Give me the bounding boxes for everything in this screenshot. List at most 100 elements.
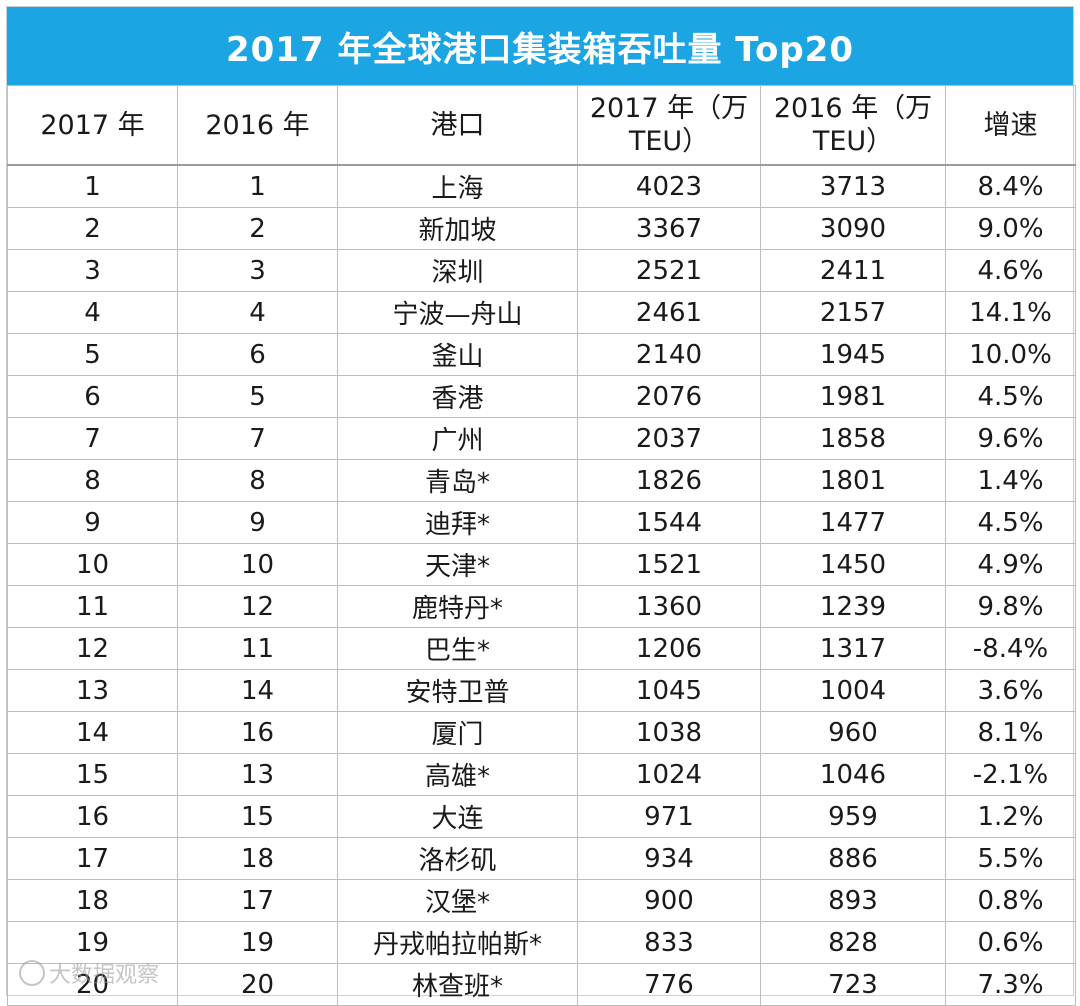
cell-teu-2016: 3090 [760, 207, 946, 250]
cell-rank-2016: 19 [177, 921, 338, 964]
cell-teu-2017: 2076 [577, 375, 761, 418]
cell-rank-2016: 2 [177, 207, 338, 250]
table-row: 11 12 鹿特丹* 1360 1239 9.8% [7, 585, 1076, 628]
cell-teu-2017: 900 [577, 879, 761, 922]
cell-port: 厦门 [337, 711, 578, 754]
cell-rank-2016: 5 [177, 375, 338, 418]
cell-growth: 9.0% [945, 207, 1076, 250]
cell-teu-2017: 2461 [577, 291, 761, 334]
cell-teu-2017: 1038 [577, 711, 761, 754]
header-rank-2017: 2017 年 [7, 85, 178, 166]
cell-teu-2016: 3713 [760, 164, 946, 208]
cell-rank-2016: 1 [177, 164, 338, 208]
cell-rank-2016: 14 [177, 669, 338, 712]
header-teu-2016: 2016 年（万 TEU） [760, 85, 946, 166]
cell-port: 新加坡 [337, 207, 578, 250]
cell-rank-2017: 12 [7, 627, 178, 670]
cell-teu-2016: 959 [760, 795, 946, 838]
cell-port: 广州 [337, 417, 578, 460]
table-row: 5 6 釜山 2140 1945 10.0% [7, 333, 1076, 376]
table-row: 12 11 巴生* 1206 1317 -8.4% [7, 627, 1076, 670]
cell-teu-2016: 1858 [760, 417, 946, 460]
cell-teu-2016: 893 [760, 879, 946, 922]
cell-growth: 7.3% [945, 963, 1076, 1006]
cell-teu-2017: 833 [577, 921, 761, 964]
cell-teu-2017: 3367 [577, 207, 761, 250]
cell-teu-2016: 1317 [760, 627, 946, 670]
cell-teu-2016: 1004 [760, 669, 946, 712]
cell-rank-2016: 18 [177, 837, 338, 880]
cell-growth: 8.4% [945, 164, 1076, 208]
cell-rank-2016: 20 [177, 963, 338, 1006]
cell-rank-2017: 18 [7, 879, 178, 922]
cell-teu-2017: 2521 [577, 249, 761, 292]
table-row: 18 17 汉堡* 900 893 0.8% [7, 879, 1076, 922]
cell-teu-2017: 1826 [577, 459, 761, 502]
cell-teu-2017: 1360 [577, 585, 761, 628]
cell-teu-2017: 776 [577, 963, 761, 1006]
table-title: 2017 年全球港口集装箱吞吐量 Top20 [7, 7, 1073, 85]
cell-teu-2016: 1981 [760, 375, 946, 418]
cell-teu-2016: 1450 [760, 543, 946, 586]
cell-growth: 10.0% [945, 333, 1076, 376]
cell-port: 林查班* [337, 963, 578, 1006]
cell-port: 釜山 [337, 333, 578, 376]
cell-growth: 9.8% [945, 585, 1076, 628]
table-row: 4 4 宁波—舟山 2461 2157 14.1% [7, 291, 1076, 334]
cell-rank-2017: 15 [7, 753, 178, 796]
cell-rank-2016: 7 [177, 417, 338, 460]
cell-teu-2016: 828 [760, 921, 946, 964]
table-row: 16 15 大连 971 959 1.2% [7, 795, 1076, 838]
cell-rank-2017: 1 [7, 164, 178, 208]
cell-rank-2017: 4 [7, 291, 178, 334]
cell-rank-2017: 16 [7, 795, 178, 838]
cell-rank-2016: 10 [177, 543, 338, 586]
cell-teu-2017: 1206 [577, 627, 761, 670]
cell-rank-2017: 8 [7, 459, 178, 502]
table-body: 1 1 上海 4023 3713 8.4% 2 2 新加坡 3367 3090 9.0% 3 3 深圳 252… [7, 164, 1076, 1006]
cell-rank-2017: 6 [7, 375, 178, 418]
table-row: 3 3 深圳 2521 2411 4.6% [7, 249, 1076, 292]
cell-port: 上海 [337, 164, 578, 208]
cell-rank-2017: 3 [7, 249, 178, 292]
cell-teu-2017: 1024 [577, 753, 761, 796]
cell-growth: 1.2% [945, 795, 1076, 838]
cell-teu-2016: 2157 [760, 291, 946, 334]
header-row: 2017 年 2016 年 港口 2017 年（万 TEU） 2016 年（万 … [7, 85, 1076, 166]
cell-port: 鹿特丹* [337, 585, 578, 628]
cell-rank-2016: 9 [177, 501, 338, 544]
cell-teu-2016: 1801 [760, 459, 946, 502]
table-row: 1 1 上海 4023 3713 8.4% [7, 164, 1076, 208]
table-row: 2 2 新加坡 3367 3090 9.0% [7, 207, 1076, 250]
table-row: 15 13 高雄* 1024 1046 -2.1% [7, 753, 1076, 796]
cell-port: 深圳 [337, 249, 578, 292]
header-port: 港口 [337, 85, 578, 166]
cell-port: 香港 [337, 375, 578, 418]
table-row: 7 7 广州 2037 1858 9.6% [7, 417, 1076, 460]
cell-growth: 14.1% [945, 291, 1076, 334]
cell-rank-2017: 5 [7, 333, 178, 376]
table-row: 8 8 青岛* 1826 1801 1.4% [7, 459, 1076, 502]
table-row: 9 9 迪拜* 1544 1477 4.5% [7, 501, 1076, 544]
cell-growth: 1.4% [945, 459, 1076, 502]
cell-rank-2017: 10 [7, 543, 178, 586]
cell-port: 青岛* [337, 459, 578, 502]
cell-growth: 4.9% [945, 543, 1076, 586]
cell-growth: 4.5% [945, 501, 1076, 544]
cell-teu-2016: 1477 [760, 501, 946, 544]
cell-teu-2017: 4023 [577, 164, 761, 208]
cell-rank-2017: 17 [7, 837, 178, 880]
cell-port: 汉堡* [337, 879, 578, 922]
cell-teu-2016: 886 [760, 837, 946, 880]
cell-growth: -8.4% [945, 627, 1076, 670]
cell-rank-2017: 20 [7, 963, 178, 1006]
cell-teu-2017: 934 [577, 837, 761, 880]
cell-rank-2016: 17 [177, 879, 338, 922]
cell-growth: 0.6% [945, 921, 1076, 964]
cell-rank-2016: 12 [177, 585, 338, 628]
header-rank-2016: 2016 年 [177, 85, 338, 166]
cell-port: 大连 [337, 795, 578, 838]
cell-rank-2016: 8 [177, 459, 338, 502]
cell-rank-2016: 4 [177, 291, 338, 334]
cell-teu-2016: 1239 [760, 585, 946, 628]
